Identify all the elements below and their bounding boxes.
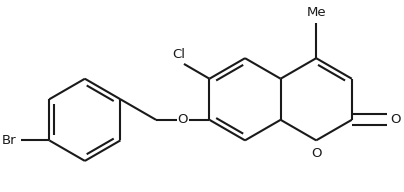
Text: Br: Br <box>2 134 17 147</box>
Text: O: O <box>391 113 401 126</box>
Text: O: O <box>177 113 188 126</box>
Text: Me: Me <box>306 6 326 19</box>
Text: Cl: Cl <box>173 48 185 61</box>
Text: O: O <box>311 147 322 160</box>
